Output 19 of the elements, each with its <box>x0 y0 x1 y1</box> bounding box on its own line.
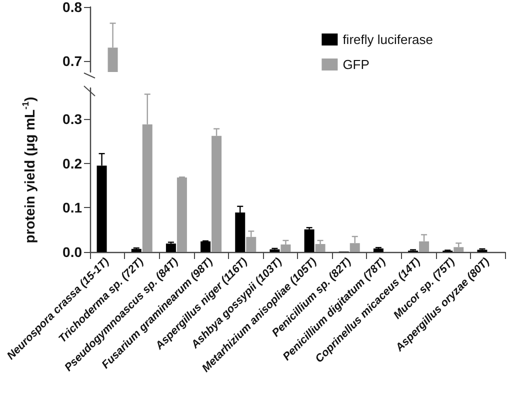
bar <box>200 241 211 252</box>
bar <box>131 248 142 252</box>
y-axis-title: protein yield (μg mL-1) <box>20 96 38 244</box>
bar <box>304 229 314 252</box>
y-tick-label: 0.0 <box>62 244 82 260</box>
legend-label: firefly luciferase <box>342 32 434 47</box>
bar <box>454 247 464 252</box>
legend-label: GFP <box>342 57 370 72</box>
bar <box>176 178 187 252</box>
bar <box>373 248 384 252</box>
y-tick-label: 0.1 <box>62 200 82 216</box>
bar <box>270 249 280 252</box>
bar <box>166 244 176 252</box>
y-tick-label: 0.2 <box>62 155 82 172</box>
y-tick-label: 0.3 <box>62 111 82 128</box>
bar <box>315 244 326 252</box>
y-tick-label: 0.8 <box>62 0 82 15</box>
bar <box>280 244 291 252</box>
y-tick-label: 0.7 <box>62 53 82 70</box>
